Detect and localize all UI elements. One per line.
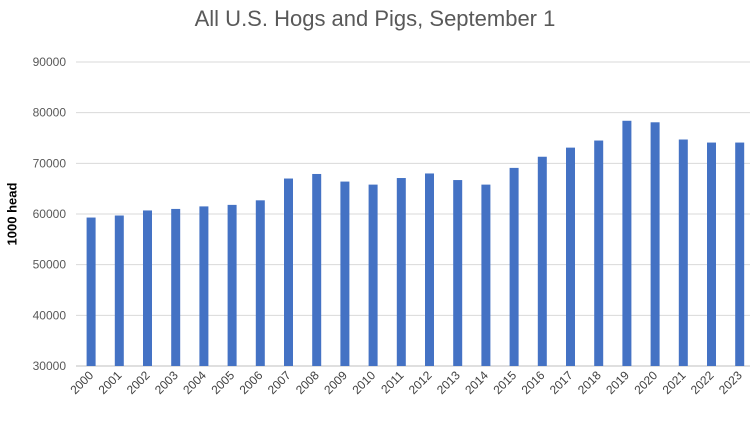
- bar-2008: [312, 173, 322, 366]
- x-tick-label: 2021: [660, 368, 689, 397]
- x-tick-label: 2002: [124, 368, 153, 397]
- y-tick-label: 70000: [33, 156, 67, 170]
- bar-2010: [368, 184, 378, 366]
- bar-2015: [509, 167, 519, 366]
- bar-2020: [650, 122, 660, 366]
- x-tick-label: 2009: [321, 368, 350, 397]
- x-tick-label: 2006: [237, 368, 266, 397]
- x-tick-label: 2007: [265, 368, 294, 397]
- bar-2011: [396, 178, 406, 366]
- x-tick-label: 2004: [180, 368, 209, 397]
- x-tick-label: 2008: [293, 368, 322, 397]
- chart-title: All U.S. Hogs and Pigs, September 1: [194, 6, 556, 31]
- bar-2003: [171, 208, 181, 366]
- y-tick-label: 90000: [33, 55, 67, 69]
- x-tick-label: 2015: [490, 368, 519, 397]
- bar-2022: [707, 142, 716, 366]
- x-tick-label: 2017: [547, 368, 576, 397]
- x-tick-label: 2013: [434, 368, 463, 397]
- bars: [86, 120, 745, 366]
- x-tick-label: 2011: [378, 368, 406, 396]
- bar-2018: [594, 140, 604, 366]
- y-tick-label: 80000: [33, 106, 67, 120]
- bar-2005: [227, 204, 237, 366]
- bar-2017: [566, 147, 575, 366]
- x-tick-labels: 2000 2001 2002 2003 2004 2005 2006 2007 2008 2009…: [67, 368, 745, 397]
- x-tick-label: 2012: [406, 368, 435, 397]
- x-tick-label: 2000: [67, 368, 96, 397]
- x-tick-label: 2010: [349, 368, 378, 397]
- y-tick-label: 50000: [33, 258, 67, 272]
- x-tick-label: 2018: [575, 368, 604, 397]
- bar-2016: [537, 156, 547, 366]
- x-tick-label: 2019: [603, 368, 632, 397]
- bar-2012: [425, 173, 434, 366]
- x-tick-label: 2001: [96, 368, 125, 397]
- bar-2019: [622, 120, 632, 366]
- bar-2004: [199, 206, 209, 366]
- x-tick-label: 2020: [631, 368, 660, 397]
- bar-2014: [481, 184, 491, 366]
- bar-2023: [735, 142, 745, 366]
- bar-2007: [284, 178, 293, 366]
- x-tick-label: 2023: [716, 368, 745, 397]
- y-tick-label: 60000: [33, 207, 67, 221]
- y-tick-label: 40000: [33, 308, 67, 322]
- y-tick-labels: 90000 80000 70000 60000 50000 40000 30000: [33, 55, 67, 373]
- x-tick-label: 2022: [688, 368, 717, 397]
- gridlines: [76, 61, 750, 367]
- bar-2001: [114, 215, 124, 366]
- bar-2000: [86, 217, 96, 366]
- x-tick-label: 2014: [462, 368, 491, 397]
- x-tick-label: 2016: [519, 368, 548, 397]
- y-tick-label: 30000: [33, 359, 67, 373]
- x-tick-label: 2005: [208, 368, 237, 397]
- bar-2013: [453, 180, 463, 366]
- bar-2002: [143, 210, 152, 366]
- bar-2006: [255, 200, 265, 366]
- bar-2021: [678, 139, 688, 366]
- bar-2009: [340, 181, 350, 366]
- x-tick-label: 2003: [152, 368, 181, 397]
